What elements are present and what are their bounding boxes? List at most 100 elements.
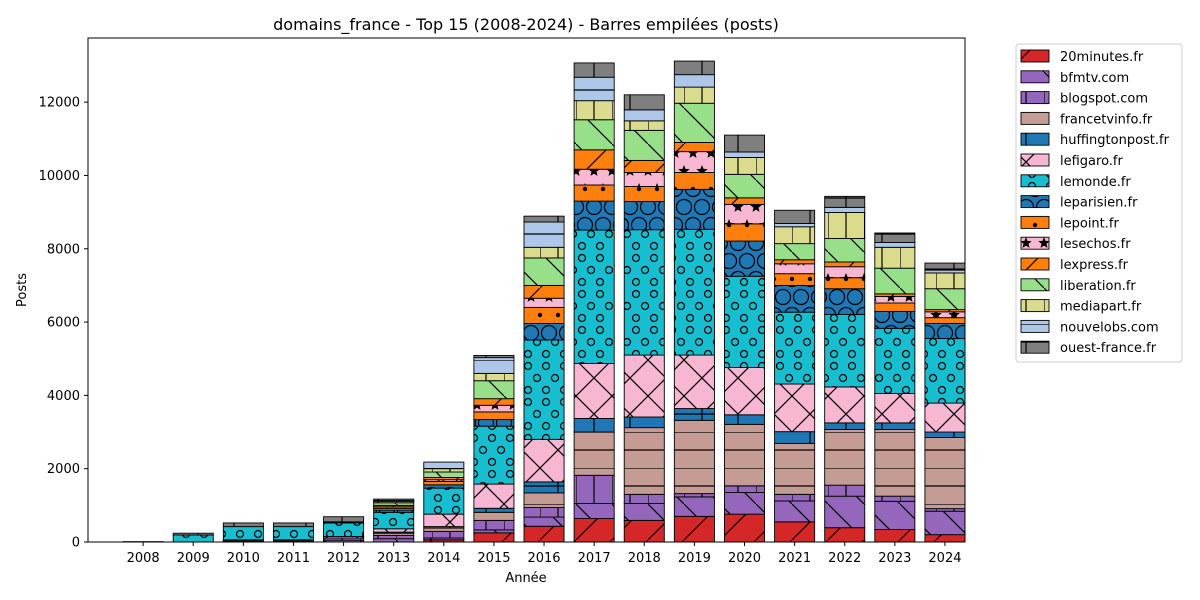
x-axis-label: Année (505, 571, 546, 586)
bar-stack-2012 (323, 516, 365, 543)
bar-stack-2014 (423, 461, 465, 543)
bar-stack-2020 (724, 134, 765, 543)
bar-segment-nouvelobs-com-2018 (623, 109, 665, 122)
legend-swatch (1020, 299, 1050, 313)
x-tick-label: 2024 (928, 551, 961, 566)
bar-segment-bfmtv-com-2023 (874, 500, 916, 530)
bar-segment-nouvelobs-com-2016 (523, 221, 565, 248)
bar-segment-lemonde-fr-2011 (272, 526, 314, 541)
bar-segment-lesechos-fr-2018 (623, 172, 665, 187)
bar-segment-lexpress-fr-2020 (724, 197, 765, 205)
legend-label: lefigaro.fr (1060, 154, 1124, 169)
bar-segment-lefigaro-fr-2021 (774, 383, 816, 433)
bars-layer (122, 60, 966, 543)
legend-item-lefigaro-fr: lefigaro.fr (1020, 153, 1124, 169)
bar-segment-lesechos-fr-2017 (573, 168, 615, 186)
bar-segment-20minutes-fr-2015 (473, 532, 515, 543)
bar-segment-lepoint-fr-2020 (724, 223, 765, 242)
legend-swatch (1020, 278, 1050, 292)
bar-segment-blogspot-com-2020 (724, 485, 765, 493)
legend-item-lexpress-fr: lexpress.fr (1020, 257, 1129, 273)
bar-segment-mediapart-fr-2019 (673, 86, 715, 104)
plot-frame (87, 37, 966, 543)
x-tick-label: 2019 (678, 551, 711, 566)
y-axis-label: Posts (15, 273, 30, 307)
legend-swatch (1020, 236, 1050, 250)
bar-segment-lexpress-fr-2019 (673, 142, 715, 153)
legend-label: huffingtonpost.fr (1060, 133, 1170, 148)
bar-segment-mediapart-fr-2024 (924, 272, 966, 290)
legend-label: lemonde.fr (1060, 175, 1131, 190)
bar-segment-francetvinfo-fr-2015 (473, 511, 515, 521)
bar-segment-20minutes-fr-2024 (924, 534, 966, 543)
bar-segment-bfmtv-com-2021 (774, 500, 816, 523)
y-tick-label: 8000 (47, 242, 80, 257)
bar-segment-lemonde-fr-2018 (623, 229, 665, 356)
bar-segment-20minutes-fr-2019 (673, 515, 715, 543)
bar-segment-lemonde-fr-2013 (373, 511, 415, 530)
bar-segment-ouest-france-fr-2016 (523, 215, 565, 223)
bar-segment-liberation-fr-2016 (523, 257, 565, 286)
bar-segment-lepoint-fr-2015 (473, 411, 515, 421)
legend-swatch (1020, 111, 1050, 125)
bar-stack-2013 (373, 498, 415, 543)
legend-label: lepoint.fr (1060, 216, 1119, 231)
bar-segment-lexpress-fr-2021 (774, 259, 816, 265)
bar-segment-lemonde-fr-2020 (724, 275, 765, 368)
bar-segment-lemonde-fr-2016 (523, 339, 565, 440)
bar-segment-leparisien-fr-2020 (724, 240, 765, 277)
bar-segment-leparisien-fr-2017 (573, 200, 615, 231)
legend-swatch (1020, 70, 1050, 84)
bar-segment-20minutes-fr-2017 (573, 518, 615, 543)
bar-stack-2017 (573, 62, 615, 543)
bar-segment-nouvelobs-com-2022 (824, 206, 866, 213)
bar-segment-liberation-fr-2022 (824, 238, 866, 263)
bar-segment-blogspot-com-2021 (774, 493, 816, 502)
y-tick-label: 2000 (47, 462, 80, 477)
legend-item-francetvinfo-fr: francetvinfo.fr (1020, 111, 1153, 127)
legend-item-bfmtv-com: bfmtv.com (1020, 70, 1129, 86)
bar-stack-2010 (222, 522, 264, 543)
bar-segment-lefigaro-fr-2014 (423, 513, 465, 528)
bar-segment-20minutes-fr-2018 (623, 519, 665, 543)
legend-item-20minutes-fr: 20minutes.fr (1020, 49, 1144, 65)
bar-segment-francetvinfo-fr-2023 (874, 429, 916, 497)
bar-segment-liberation-fr-2019 (673, 102, 715, 143)
legend-label: 20minutes.fr (1060, 50, 1144, 65)
bar-segment-nouvelobs-com-2015 (473, 357, 515, 374)
bar-segment-lemonde-fr-2015 (473, 425, 515, 485)
bar-segment-lemonde-fr-2023 (874, 327, 916, 394)
bar-segment-ouest-france-fr-2020 (724, 134, 765, 153)
bar-segment-nouvelobs-com-2024 (924, 268, 966, 274)
legend-label: bfmtv.com (1060, 71, 1129, 86)
bar-segment-lemonde-fr-2017 (573, 229, 615, 364)
x-tick-label: 2008 (127, 551, 160, 566)
bar-segment-lepoint-fr-2021 (774, 273, 816, 286)
bar-segment-huffingtonpost-fr-2017 (573, 418, 615, 433)
legend-item-nouvelobs-com: nouvelobs.com (1020, 319, 1159, 335)
bar-segment-ouest-france-fr-2024 (924, 262, 966, 270)
y-tick-label: 4000 (47, 389, 80, 404)
bar-segment-francetvinfo-fr-2017 (573, 431, 615, 476)
bar-segment-huffingtonpost-fr-2021 (774, 431, 816, 444)
bar-segment-mediapart-fr-2017 (573, 100, 615, 121)
bar-segment-liberation-fr-2020 (724, 173, 765, 199)
bar-segment-blogspot-com-2018 (623, 493, 665, 504)
bar-segment-francetvinfo-fr-2024 (924, 437, 966, 510)
x-tick-label: 2020 (728, 551, 761, 566)
bar-segment-mediapart-fr-2021 (774, 226, 816, 245)
bar-segment-nouvelobs-com-2023 (874, 242, 916, 248)
bar-segment-lesechos-fr-2023 (874, 295, 916, 304)
bar-segment-liberation-fr-2021 (774, 243, 816, 261)
bar-segment-lefigaro-fr-2017 (573, 363, 615, 419)
bar-stack-2024 (924, 262, 966, 543)
bar-segment-leparisien-fr-2024 (924, 323, 966, 340)
bar-segment-mediapart-fr-2014 (423, 468, 465, 473)
bar-segment-huffingtonpost-fr-2024 (924, 431, 966, 438)
legend-item-huffingtonpost-fr: huffingtonpost.fr (1020, 132, 1170, 148)
bar-segment-lexpress-fr-2022 (824, 261, 866, 268)
bar-segment-lefigaro-fr-2022 (824, 386, 866, 424)
bar-segment-lefigaro-fr-2020 (724, 367, 765, 416)
bar-segment-lemonde-fr-2009 (172, 534, 214, 543)
bar-stack-2018 (623, 94, 665, 543)
